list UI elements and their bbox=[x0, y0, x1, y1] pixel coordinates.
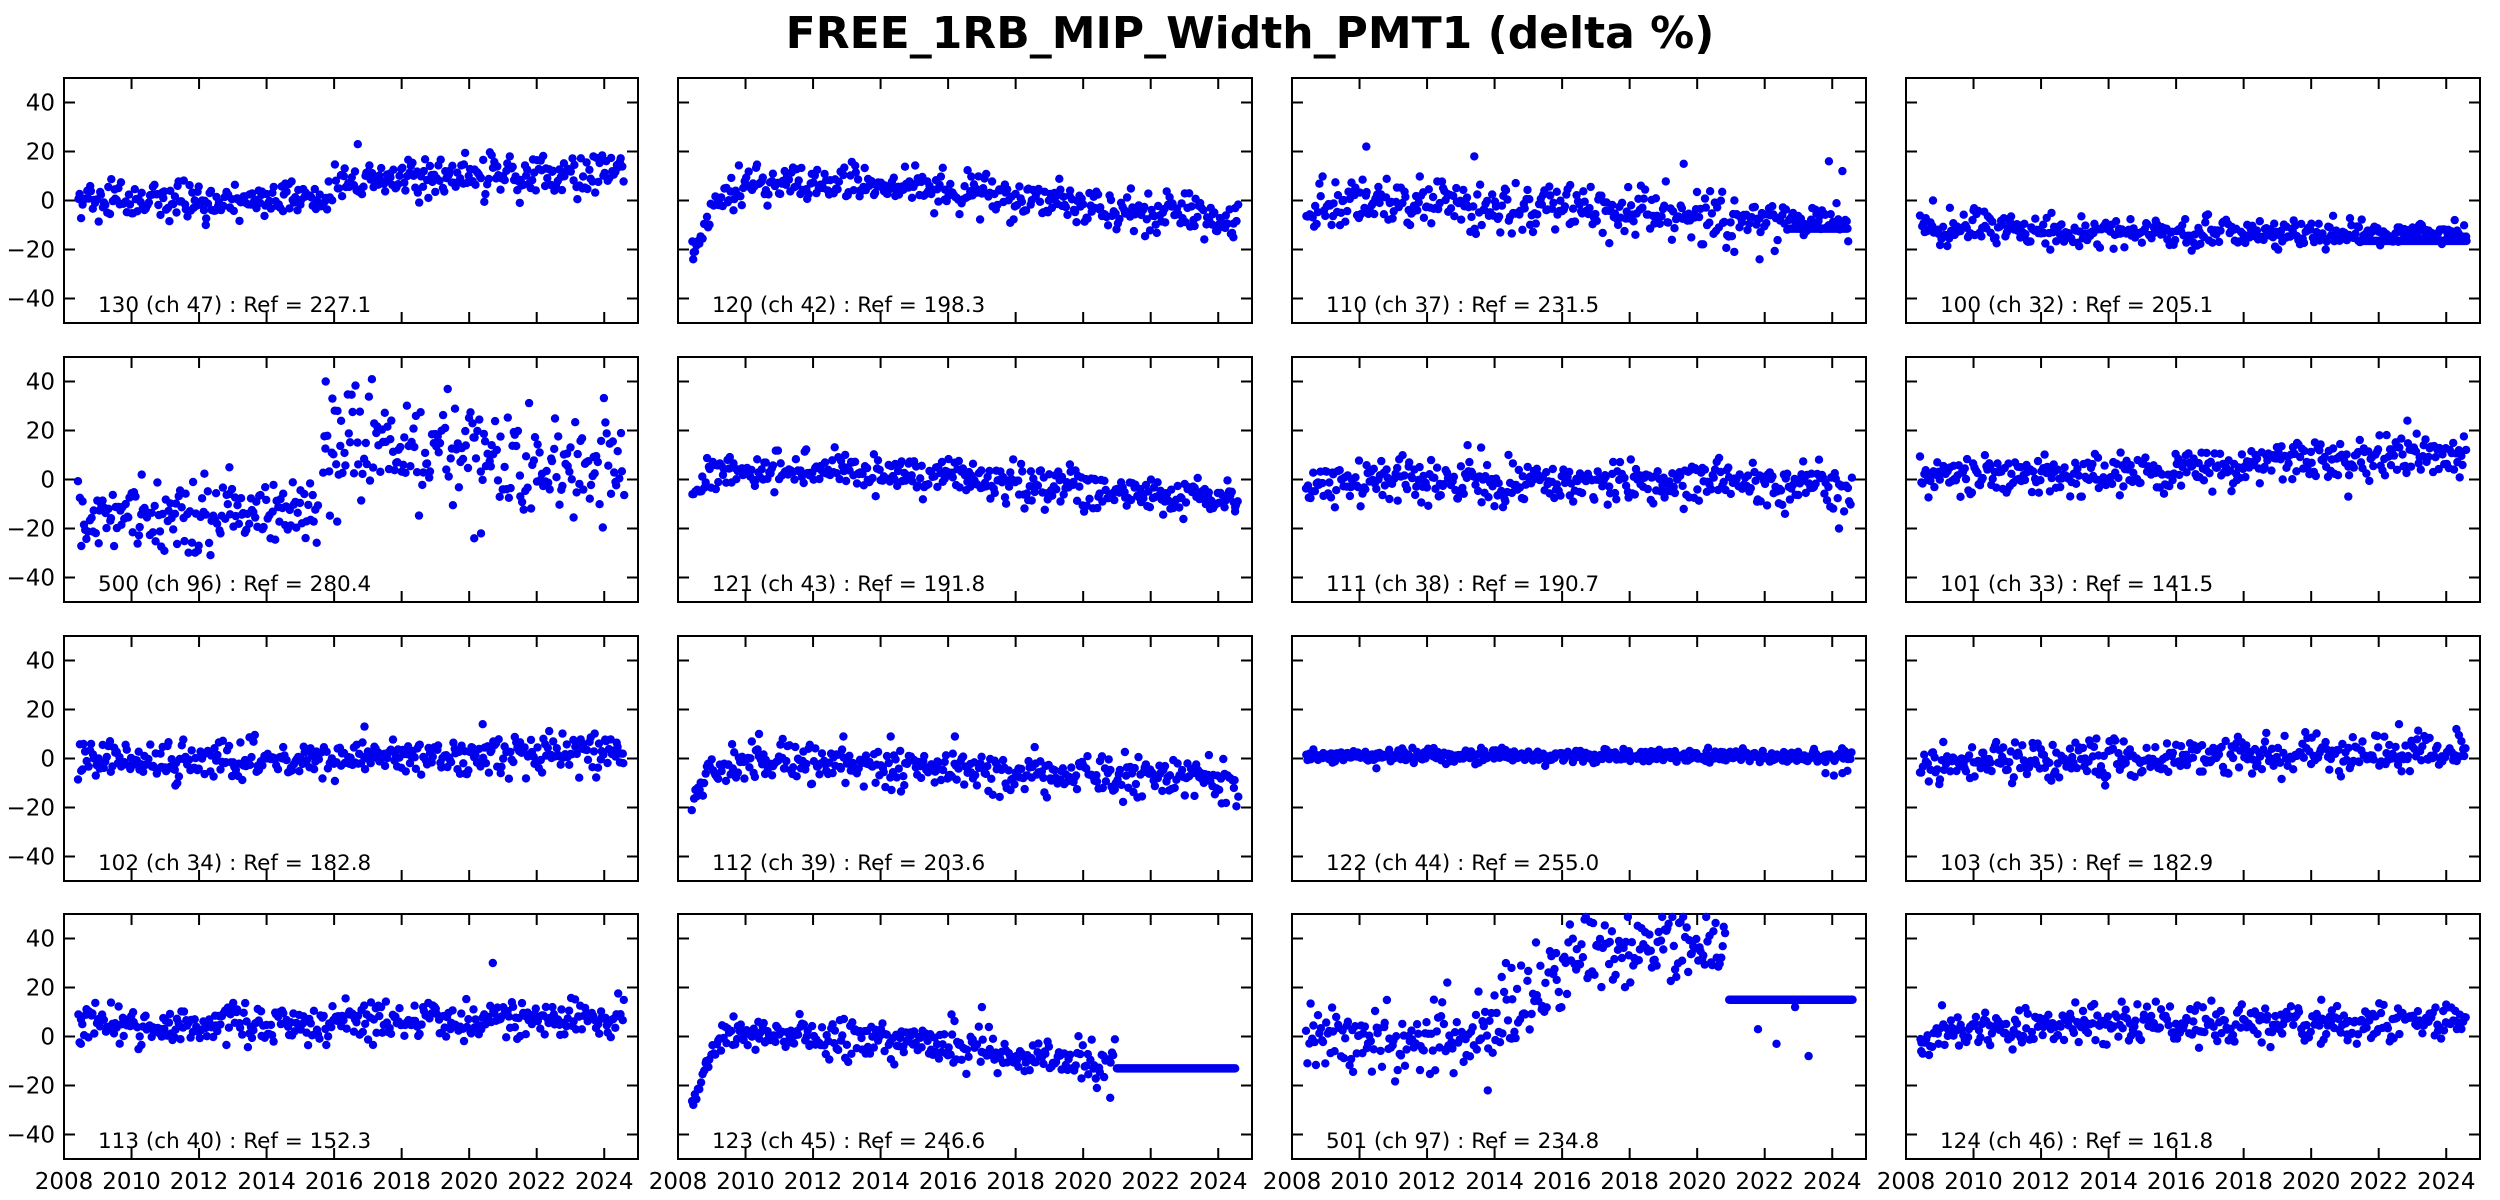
panel-130-ch-47: 40 20 0 −20 −40 130 (ch 47) : Ref = 227.1 bbox=[6, 77, 639, 324]
panel-label: 100 (ch 32) : Ref = 205.1 bbox=[1940, 293, 2213, 318]
y-tick-label: 40 bbox=[26, 649, 55, 675]
panel-101-ch-33: 101 (ch 33) : Ref = 141.5 bbox=[1905, 356, 2481, 603]
x-tick-label: 2016 bbox=[1533, 1169, 1592, 1195]
y-tick-label: −40 bbox=[6, 1123, 55, 1149]
x-tick-label: 2012 bbox=[2012, 1169, 2071, 1195]
x-tick-label: 2020 bbox=[440, 1169, 499, 1195]
y-tick-label: 20 bbox=[26, 140, 55, 166]
panel-122-ch-44: 122 (ch 44) : Ref = 255.0 bbox=[1291, 635, 1867, 882]
panel-label: 120 (ch 42) : Ref = 198.3 bbox=[712, 293, 985, 318]
panel-label: 123 (ch 45) : Ref = 246.6 bbox=[712, 1129, 985, 1154]
y-tick-label: −20 bbox=[6, 1074, 55, 1100]
panel-label: 501 (ch 97) : Ref = 234.8 bbox=[1326, 1129, 1599, 1154]
panel-label: 111 (ch 38) : Ref = 190.7 bbox=[1326, 572, 1599, 597]
x-tick-label: 2010 bbox=[1944, 1169, 2003, 1195]
x-tick-label: 2018 bbox=[1600, 1169, 1659, 1195]
y-tick-label: −40 bbox=[6, 566, 55, 592]
x-tick-label: 2012 bbox=[784, 1169, 843, 1195]
x-tick-label: 2012 bbox=[170, 1169, 229, 1195]
panel-label: 130 (ch 47) : Ref = 227.1 bbox=[98, 293, 371, 318]
x-tick-label: 2010 bbox=[102, 1169, 161, 1195]
x-tick-label: 2010 bbox=[1330, 1169, 1389, 1195]
x-tick-label: 2024 bbox=[2417, 1169, 2476, 1195]
panel-121-ch-43: 121 (ch 43) : Ref = 191.8 bbox=[677, 356, 1253, 603]
y-tick-label: 40 bbox=[26, 370, 55, 396]
x-tick-label: 2022 bbox=[1735, 1169, 1794, 1195]
panel-label: 102 (ch 34) : Ref = 182.8 bbox=[98, 851, 371, 876]
x-tick-label: 2018 bbox=[372, 1169, 431, 1195]
panel-120-ch-42: 120 (ch 42) : Ref = 198.3 bbox=[677, 77, 1253, 324]
x-tick-label: 2014 bbox=[2079, 1169, 2138, 1195]
panel-label: 101 (ch 33) : Ref = 141.5 bbox=[1940, 572, 2213, 597]
y-tick-label: 0 bbox=[40, 189, 55, 215]
y-tick-label: −20 bbox=[6, 238, 55, 264]
panel-label: 500 (ch 96) : Ref = 280.4 bbox=[98, 572, 371, 597]
panel-501-ch-97: 2008 2010 2012 2014 2016 2018 2020 2022 2024 501 … bbox=[1263, 912, 1867, 1195]
x-tick-label: 2008 bbox=[649, 1169, 708, 1195]
x-tick-label: 2014 bbox=[851, 1169, 910, 1195]
panel-112-ch-39: 112 (ch 39) : Ref = 203.6 bbox=[677, 635, 1253, 882]
panel-label: 110 (ch 37) : Ref = 231.5 bbox=[1326, 293, 1599, 318]
x-tick-label: 2022 bbox=[507, 1169, 566, 1195]
x-tick-label: 2020 bbox=[2282, 1169, 2341, 1195]
panel-label: 113 (ch 40) : Ref = 152.3 bbox=[98, 1129, 371, 1154]
x-tick-label: 2018 bbox=[2214, 1169, 2273, 1195]
panel-100-ch-32: 100 (ch 32) : Ref = 205.1 bbox=[1905, 77, 2481, 324]
x-tick-label: 2008 bbox=[35, 1169, 94, 1195]
panel-123-ch-45: 2008 2010 2012 2014 2016 2018 2020 2022 2024 123 … bbox=[649, 913, 1253, 1195]
figure-title: FREE_1RB_MIP_Width_PMT1 (delta %) bbox=[785, 8, 1715, 59]
y-tick-label: −40 bbox=[6, 845, 55, 871]
panel-label: 124 (ch 46) : Ref = 161.8 bbox=[1940, 1129, 2213, 1154]
x-tick-label: 2014 bbox=[1465, 1169, 1524, 1195]
panel-label: 122 (ch 44) : Ref = 255.0 bbox=[1326, 851, 1599, 876]
x-tick-label: 2018 bbox=[986, 1169, 1045, 1195]
x-tick-label: 2008 bbox=[1263, 1169, 1322, 1195]
y-tick-label: 20 bbox=[26, 976, 55, 1002]
x-tick-label: 2024 bbox=[1803, 1169, 1862, 1195]
x-tick-label: 2016 bbox=[2147, 1169, 2206, 1195]
y-tick-label: 40 bbox=[26, 91, 55, 117]
x-tick-label: 2020 bbox=[1054, 1169, 1113, 1195]
y-tick-label: −20 bbox=[6, 796, 55, 822]
panel-113-ch-40: 40 20 0 −20 −40 2008 2010 2012 2014 2016 2018 2020 2… bbox=[6, 913, 639, 1195]
panel-102-ch-34: 40 20 0 −20 −40 102 (ch 34) : Ref = 182.8 bbox=[6, 635, 639, 882]
y-tick-label: −20 bbox=[6, 517, 55, 543]
y-tick-label: 0 bbox=[40, 747, 55, 773]
x-tick-label: 2024 bbox=[575, 1169, 634, 1195]
x-tick-label: 2024 bbox=[1189, 1169, 1248, 1195]
panel-label: 103 (ch 35) : Ref = 182.9 bbox=[1940, 851, 2213, 876]
x-tick-label: 2008 bbox=[1877, 1169, 1936, 1195]
y-tick-label: 20 bbox=[26, 419, 55, 445]
x-tick-label: 2022 bbox=[1121, 1169, 1180, 1195]
panel-500-ch-96: 40 20 0 −20 −40 500 (ch 96) : Ref = 280.4 bbox=[6, 356, 639, 603]
y-tick-label: 20 bbox=[26, 698, 55, 724]
panel-110-ch-37: 110 (ch 37) : Ref = 231.5 bbox=[1291, 77, 1867, 324]
panel-111-ch-38: 111 (ch 38) : Ref = 190.7 bbox=[1291, 356, 1867, 603]
x-tick-label: 2022 bbox=[2349, 1169, 2408, 1195]
x-tick-label: 2016 bbox=[919, 1169, 978, 1195]
y-tick-label: −40 bbox=[6, 287, 55, 313]
y-tick-label: 40 bbox=[26, 927, 55, 953]
x-tick-label: 2016 bbox=[305, 1169, 364, 1195]
y-tick-label: 0 bbox=[40, 468, 55, 494]
panel-label: 112 (ch 39) : Ref = 203.6 bbox=[712, 851, 985, 876]
x-tick-label: 2010 bbox=[716, 1169, 775, 1195]
x-tick-label: 2014 bbox=[237, 1169, 296, 1195]
panel-103-ch-35: 103 (ch 35) : Ref = 182.9 bbox=[1905, 635, 2481, 882]
panel-label: 121 (ch 43) : Ref = 191.8 bbox=[712, 572, 985, 597]
panel-124-ch-46: 2008 2010 2012 2014 2016 2018 2020 2022 2024 124 … bbox=[1877, 913, 2481, 1195]
x-tick-label: 2012 bbox=[1398, 1169, 1457, 1195]
x-tick-label: 2020 bbox=[1668, 1169, 1727, 1195]
y-tick-label: 0 bbox=[40, 1025, 55, 1051]
